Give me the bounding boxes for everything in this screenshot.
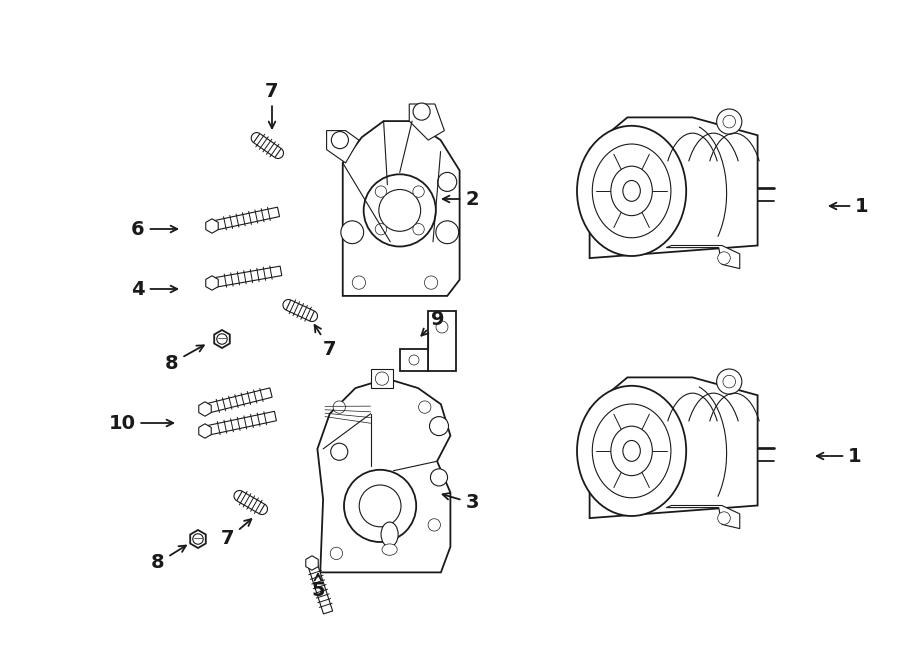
- Circle shape: [723, 375, 735, 388]
- Text: 6: 6: [131, 219, 177, 239]
- Text: 2: 2: [443, 190, 479, 208]
- Polygon shape: [327, 131, 359, 163]
- Text: 3: 3: [443, 493, 479, 512]
- Circle shape: [716, 369, 742, 394]
- Polygon shape: [286, 300, 314, 321]
- Polygon shape: [400, 349, 428, 371]
- Circle shape: [352, 276, 365, 290]
- Text: 10: 10: [109, 414, 173, 432]
- Polygon shape: [199, 424, 212, 438]
- Circle shape: [428, 519, 440, 531]
- Circle shape: [723, 115, 735, 128]
- Polygon shape: [428, 311, 456, 371]
- Circle shape: [330, 547, 343, 560]
- Polygon shape: [306, 556, 319, 570]
- Ellipse shape: [577, 386, 686, 516]
- Circle shape: [359, 485, 401, 527]
- Polygon shape: [343, 121, 460, 296]
- Text: 8: 8: [166, 345, 203, 373]
- Text: 9: 9: [421, 309, 445, 336]
- Text: 5: 5: [311, 574, 325, 600]
- Ellipse shape: [623, 180, 640, 202]
- Circle shape: [716, 109, 742, 134]
- Ellipse shape: [611, 426, 652, 476]
- Circle shape: [375, 223, 387, 235]
- Polygon shape: [308, 561, 333, 614]
- Circle shape: [717, 512, 730, 524]
- Polygon shape: [204, 411, 276, 436]
- Polygon shape: [254, 134, 281, 157]
- Polygon shape: [206, 276, 218, 290]
- Polygon shape: [203, 388, 272, 414]
- Ellipse shape: [382, 544, 397, 555]
- Circle shape: [717, 252, 730, 264]
- Circle shape: [193, 534, 203, 544]
- Polygon shape: [590, 377, 758, 518]
- Circle shape: [344, 470, 416, 542]
- Circle shape: [413, 223, 424, 235]
- Polygon shape: [211, 207, 280, 231]
- Text: 7: 7: [221, 519, 251, 549]
- Circle shape: [375, 186, 387, 197]
- Ellipse shape: [381, 522, 398, 547]
- Text: 1: 1: [817, 446, 862, 465]
- Circle shape: [429, 416, 448, 436]
- Text: 7: 7: [266, 81, 279, 128]
- Circle shape: [333, 401, 346, 413]
- Circle shape: [330, 443, 347, 460]
- Circle shape: [436, 221, 459, 244]
- Polygon shape: [214, 330, 230, 348]
- Circle shape: [418, 401, 431, 413]
- Circle shape: [341, 221, 364, 244]
- Ellipse shape: [577, 126, 686, 256]
- Polygon shape: [206, 219, 218, 233]
- Polygon shape: [190, 530, 206, 548]
- Circle shape: [379, 190, 420, 231]
- Text: 1: 1: [830, 196, 868, 215]
- Polygon shape: [371, 369, 393, 388]
- Polygon shape: [212, 266, 282, 288]
- Polygon shape: [318, 379, 450, 572]
- Text: 8: 8: [151, 545, 186, 572]
- Circle shape: [331, 132, 348, 149]
- Polygon shape: [199, 402, 212, 416]
- Text: 7: 7: [315, 325, 337, 358]
- Circle shape: [217, 334, 227, 344]
- Polygon shape: [410, 104, 445, 140]
- Circle shape: [364, 175, 436, 247]
- Circle shape: [436, 321, 448, 333]
- Circle shape: [409, 355, 419, 365]
- Ellipse shape: [611, 166, 652, 215]
- Polygon shape: [666, 506, 740, 529]
- Polygon shape: [590, 118, 758, 258]
- Circle shape: [425, 276, 437, 290]
- Ellipse shape: [623, 440, 640, 461]
- Circle shape: [430, 469, 447, 486]
- Circle shape: [375, 372, 389, 385]
- Circle shape: [437, 173, 456, 192]
- Circle shape: [413, 186, 424, 197]
- Polygon shape: [666, 245, 740, 268]
- Text: 4: 4: [131, 280, 177, 299]
- Circle shape: [413, 103, 430, 120]
- Polygon shape: [237, 491, 265, 514]
